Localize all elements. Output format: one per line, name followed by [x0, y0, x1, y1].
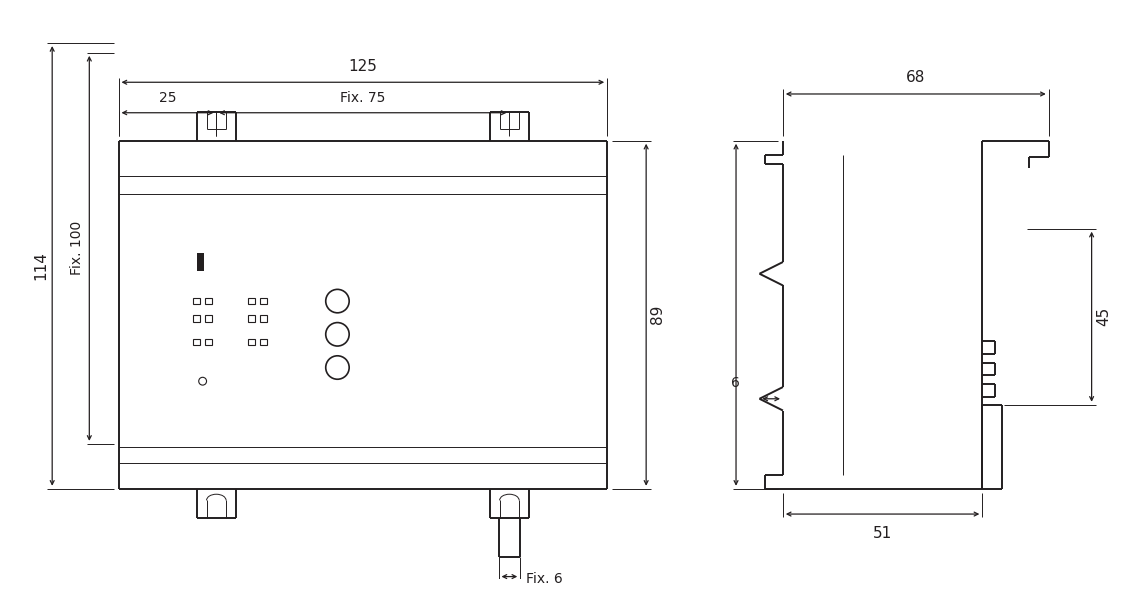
Bar: [193, 298, 200, 304]
Bar: [206, 298, 211, 304]
Text: 45: 45: [1096, 307, 1111, 326]
Text: Fix. 6: Fix. 6: [526, 572, 562, 586]
Text: 6: 6: [732, 376, 740, 390]
Text: 25: 25: [159, 91, 176, 105]
Text: Fix. 75: Fix. 75: [340, 91, 385, 105]
Bar: [248, 298, 254, 304]
Text: 114: 114: [34, 251, 49, 281]
Bar: [193, 315, 200, 322]
Bar: [206, 339, 211, 345]
Bar: [260, 298, 267, 304]
Bar: [198, 253, 204, 271]
Text: 51: 51: [872, 526, 892, 541]
Text: 68: 68: [907, 70, 926, 85]
Text: 125: 125: [349, 59, 377, 74]
Bar: [206, 315, 211, 322]
Bar: [193, 339, 200, 345]
Text: 89: 89: [650, 305, 665, 325]
Bar: [248, 339, 254, 345]
Bar: [260, 339, 267, 345]
Bar: [248, 315, 254, 322]
Bar: [260, 315, 267, 322]
Text: Fix. 100: Fix. 100: [69, 221, 84, 276]
